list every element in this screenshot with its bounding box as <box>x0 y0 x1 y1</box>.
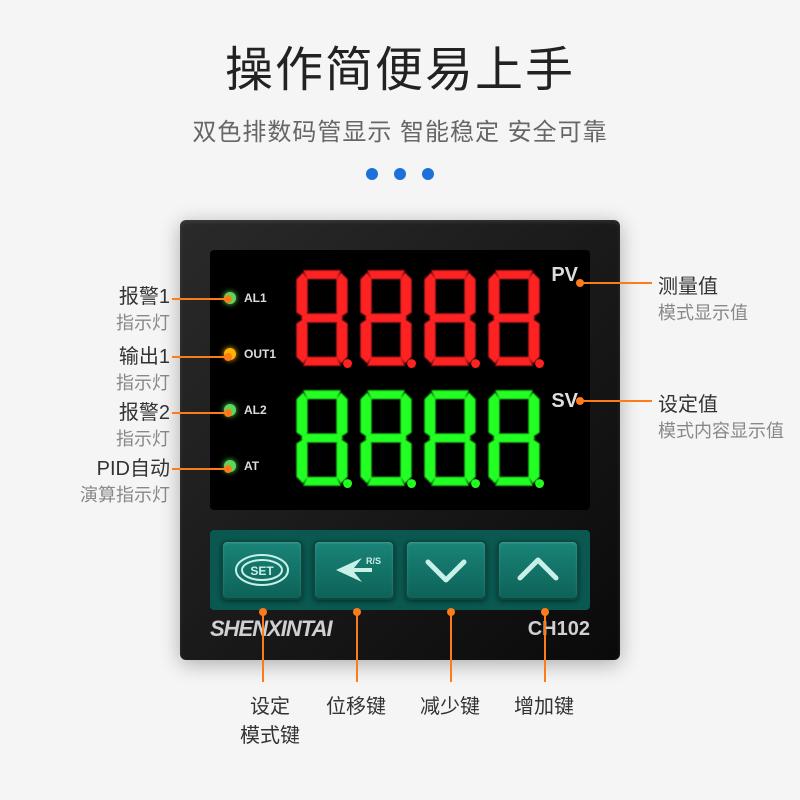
sv-label: SV <box>551 390 578 413</box>
callout-dot <box>224 465 232 473</box>
set-icon: SET <box>232 550 292 590</box>
callout-text: 位移键 <box>326 696 386 718</box>
dot <box>422 168 434 180</box>
callout-sub: 指示灯 <box>60 309 170 335</box>
callout-line <box>172 356 226 358</box>
callout-al1: 报警1 指示灯 <box>60 280 170 335</box>
callout-sub: 模式显示值 <box>658 299 748 325</box>
svg-text:SET: SET <box>250 564 274 578</box>
callout-line <box>544 612 546 682</box>
callout-dot <box>224 295 232 303</box>
accent-dots <box>0 167 800 185</box>
callout-dot <box>576 397 584 405</box>
pv-display <box>290 268 546 387</box>
led-indicator-column: AL1 OUT1 AL2 AT <box>224 270 276 494</box>
callout-text: PID自动 <box>97 458 170 480</box>
callout-sub: 指示灯 <box>60 369 170 395</box>
callout-line <box>450 612 452 682</box>
dot <box>366 168 378 180</box>
callout-dot <box>447 608 455 616</box>
callout-text: 输出1 <box>119 346 170 368</box>
callout-text: 设定值 <box>658 394 718 416</box>
callout-line <box>580 282 652 284</box>
pv-label: PV <box>551 264 578 287</box>
callout-sub: 演算指示灯 <box>30 481 170 507</box>
led-al2: AL2 <box>224 382 276 438</box>
callout-text: 增加键 <box>514 696 574 718</box>
sv-display <box>290 388 546 507</box>
callout-pv: 测量值 模式显示值 <box>658 270 748 325</box>
led-out1-label: OUT1 <box>244 347 276 361</box>
model-label: CH102 <box>528 618 590 641</box>
callout-shift: 位移键 <box>326 690 386 719</box>
callout-at: PID自动 演算指示灯 <box>30 452 170 507</box>
brand-logo: SHENXINTAI <box>210 616 332 642</box>
callout-line <box>172 298 226 300</box>
callout-dot <box>353 608 361 616</box>
callout-line <box>262 612 264 682</box>
controller-device: AL1 OUT1 AL2 AT <box>180 220 620 660</box>
callout-line <box>356 612 358 682</box>
shift-button[interactable]: R/S <box>313 540 395 600</box>
callout-text: 报警1 <box>119 286 170 308</box>
callout-line <box>172 412 226 414</box>
dot <box>394 168 406 180</box>
callout-text: 设定 <box>250 696 290 718</box>
callout-sub: 模式键 <box>240 719 300 748</box>
callout-al2: 报警2 指示灯 <box>60 396 170 451</box>
callout-sub: 模式内容显示值 <box>658 417 784 443</box>
callout-dot <box>224 409 232 417</box>
callout-down: 减少键 <box>420 690 480 719</box>
down-button[interactable] <box>405 540 487 600</box>
page-title: 操作简便易上手 <box>0 0 800 100</box>
callout-dot <box>576 279 584 287</box>
callout-dot <box>259 608 267 616</box>
brand-row: SHENXINTAI CH102 <box>210 616 590 642</box>
led-al2-label: AL2 <box>244 403 267 417</box>
led-out1: OUT1 <box>224 326 276 382</box>
set-button[interactable]: SET <box>221 540 303 600</box>
callout-text: 报警2 <box>119 402 170 424</box>
callout-out1: 输出1 指示灯 <box>60 340 170 395</box>
callout-line <box>580 400 652 402</box>
page-subtitle: 双色排数码管显示 智能稳定 安全可靠 <box>0 112 800 147</box>
led-al1-label: AL1 <box>244 291 267 305</box>
callout-set: 设定 模式键 <box>240 690 300 748</box>
callout-text: 测量值 <box>658 276 718 298</box>
display-panel: AL1 OUT1 AL2 AT <box>210 250 590 510</box>
callout-sv: 设定值 模式内容显示值 <box>658 388 784 443</box>
led-at: AT <box>224 438 276 494</box>
callout-dot <box>224 353 232 361</box>
shift-icon: R/S <box>324 550 384 590</box>
chevron-up-icon <box>508 550 568 590</box>
callout-up: 增加键 <box>514 690 574 719</box>
callout-dot <box>541 608 549 616</box>
callout-sub: 指示灯 <box>60 425 170 451</box>
up-button[interactable] <box>497 540 579 600</box>
button-row: SET R/S <box>210 530 590 610</box>
led-at-label: AT <box>244 459 259 473</box>
callout-text: 减少键 <box>420 696 480 718</box>
callout-line <box>172 468 226 470</box>
svg-text:R/S: R/S <box>366 556 381 566</box>
chevron-down-icon <box>416 550 476 590</box>
